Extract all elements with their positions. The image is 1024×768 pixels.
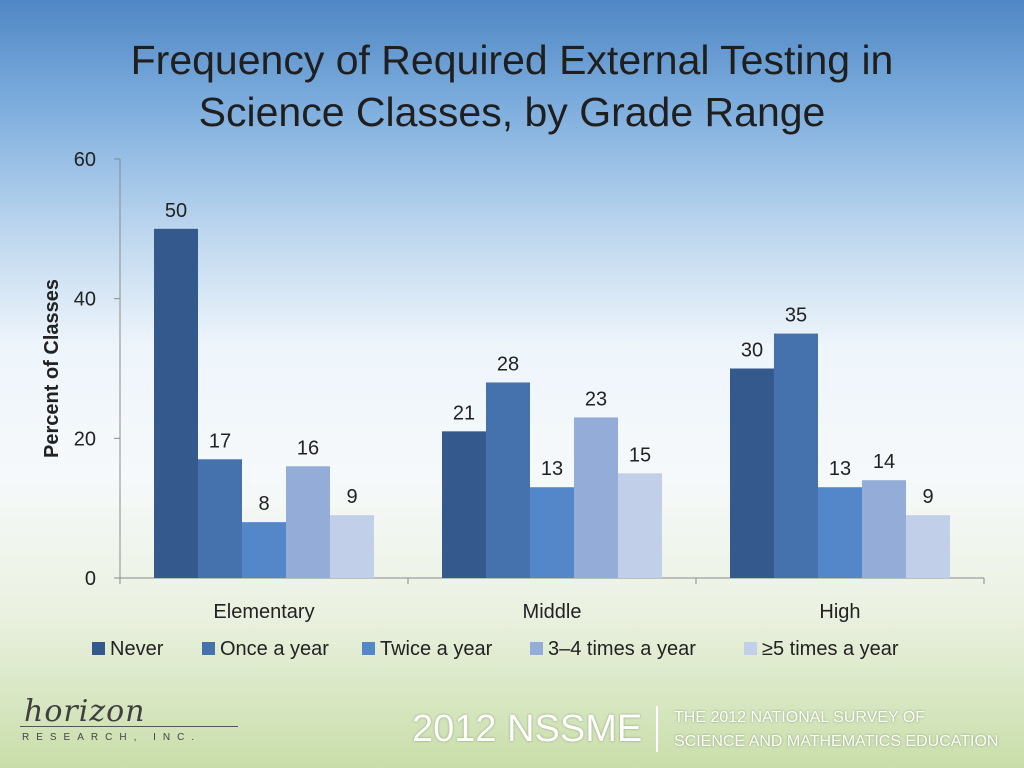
chart-title-line-1: Frequency of Required External Testing i… <box>130 37 894 83</box>
data-label: 13 <box>541 458 563 480</box>
chart-title: Frequency of Required External Testing i… <box>20 34 1004 138</box>
data-label: 16 <box>297 437 319 459</box>
x-tick-label: Middle <box>523 601 582 623</box>
data-label: 50 <box>165 200 187 222</box>
legend-swatch <box>744 642 757 655</box>
bar <box>574 417 618 578</box>
data-label: 28 <box>497 353 519 375</box>
bar <box>818 487 862 578</box>
survey-line-1: THE 2012 NATIONAL SURVEY OF <box>674 709 926 726</box>
data-label: 13 <box>829 458 851 480</box>
logo-subtitle: RESEARCH, INC. <box>22 732 202 743</box>
survey-name: THE 2012 NATIONAL SURVEY OF SCIENCE AND … <box>674 706 998 754</box>
legend-label: Twice a year <box>380 638 493 660</box>
bar <box>618 473 662 578</box>
data-label: 9 <box>922 486 933 508</box>
data-label: 35 <box>785 305 807 327</box>
bar <box>242 522 286 578</box>
y-tick-label: 0 <box>85 568 96 590</box>
bar <box>862 480 906 578</box>
data-label: 30 <box>741 340 763 362</box>
legend-label: Once a year <box>220 638 329 660</box>
nssme-label: 2012 NSSME <box>412 708 643 750</box>
x-tick-label: High <box>819 601 860 623</box>
survey-line-2: SCIENCE AND MATHEMATICS EDUCATION <box>674 733 999 750</box>
logo-rule <box>20 726 238 727</box>
y-tick-label: 60 <box>74 149 96 171</box>
legend-label: ≥5 times a year <box>762 638 899 660</box>
legend-label: Never <box>110 638 164 660</box>
chart-title-line-2: Science Classes, by Grade Range <box>198 89 826 135</box>
data-label: 15 <box>629 444 651 466</box>
data-label: 23 <box>585 388 607 410</box>
data-label: 8 <box>258 493 269 515</box>
y-axis-label: Percent of Classes <box>41 279 63 458</box>
data-label: 9 <box>346 486 357 508</box>
data-label: 17 <box>209 430 231 452</box>
logo-script-text: horizon <box>24 694 146 729</box>
data-label: 21 <box>453 402 475 424</box>
legend-swatch <box>92 642 105 655</box>
bar <box>906 515 950 578</box>
legend-label: 3–4 times a year <box>548 638 696 660</box>
bar <box>442 431 486 578</box>
bar <box>330 515 374 578</box>
footer-divider <box>656 706 658 752</box>
bar <box>198 459 242 578</box>
legend-swatch <box>202 642 215 655</box>
y-tick-label: 40 <box>74 289 96 311</box>
bar <box>154 228 198 579</box>
bar <box>486 382 530 578</box>
bar-chart: 0 20 40 60 Percent of Classes 50 17 8 16 9 Element… <box>41 149 985 660</box>
bar <box>286 466 330 578</box>
bar <box>774 333 818 578</box>
legend-swatch <box>530 642 543 655</box>
bar <box>730 368 774 578</box>
bar <box>530 487 574 578</box>
legend-swatch <box>362 642 375 655</box>
y-tick-label: 20 <box>74 428 96 450</box>
x-tick-label: Elementary <box>213 601 314 623</box>
data-label: 14 <box>873 451 895 473</box>
horizon-research-logo: horizon RESEARCH, INC. <box>20 694 250 752</box>
